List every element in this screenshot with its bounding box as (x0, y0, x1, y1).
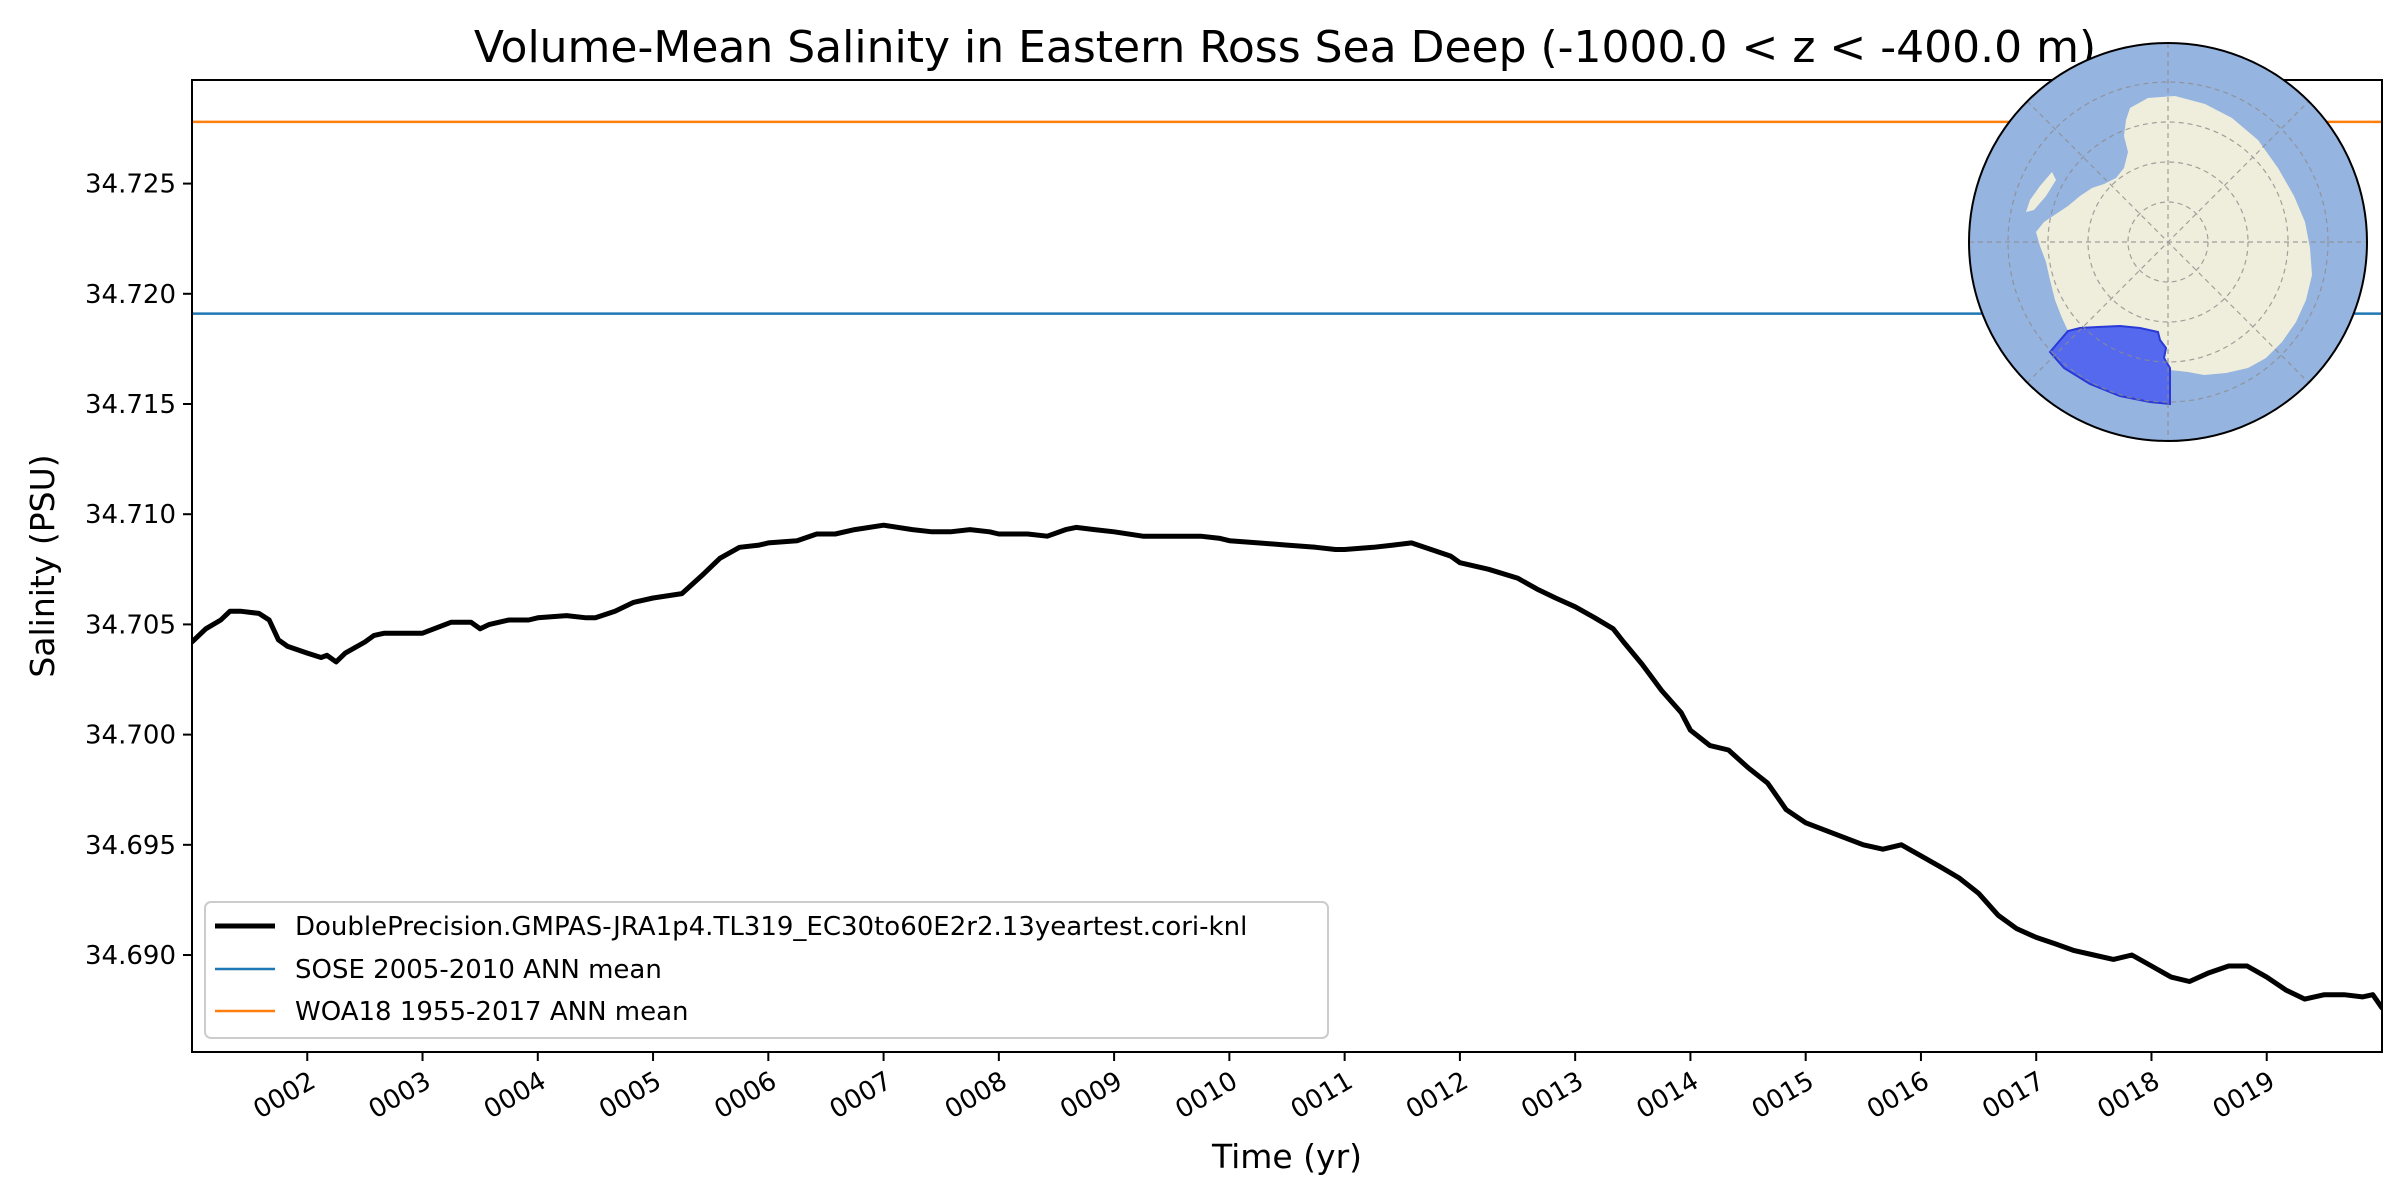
plot-frame (191, 79, 2383, 1053)
y-tick-label: 34.705 (85, 610, 176, 640)
x-axis-label: Time (yr) (1211, 1137, 1362, 1176)
model-salinity-line (192, 522, 2382, 1011)
y-tick-label: 34.720 (85, 280, 176, 310)
legend-label-sose: SOSE 2005-2010 ANN mean (295, 955, 662, 985)
chart-title: Volume-Mean Salinity in Eastern Ross Sea… (474, 22, 2096, 73)
y-tick-label: 34.710 (85, 500, 176, 530)
legend-box (204, 901, 1329, 1039)
y-tick-label: 34.690 (85, 941, 176, 971)
y-axis-label: Salinity (PSU) (23, 454, 62, 677)
y-axis: 34.690 34.695 34.700 34.705 34.710 34.715 34.7… (85, 170, 192, 971)
map-border (1968, 42, 2368, 442)
y-tick-label: 34.715 (85, 390, 176, 420)
inset-map (1968, 42, 2368, 442)
legend: DoublePrecision.GMPAS-JRA1p4.TL319_EC30t… (204, 901, 1329, 1039)
eastern-ross-sea-region (2048, 324, 2171, 406)
legend-label-woa18: WOA18 1955-2017 ANN mean (295, 997, 689, 1027)
antarctica-landmass (2026, 96, 2312, 375)
y-tick-label: 34.695 (85, 831, 176, 861)
y-tick-label: 34.725 (85, 170, 176, 200)
y-tick-label: 34.700 (85, 721, 176, 751)
legend-label-model: DoublePrecision.GMPAS-JRA1p4.TL319_EC30t… (295, 912, 1247, 942)
